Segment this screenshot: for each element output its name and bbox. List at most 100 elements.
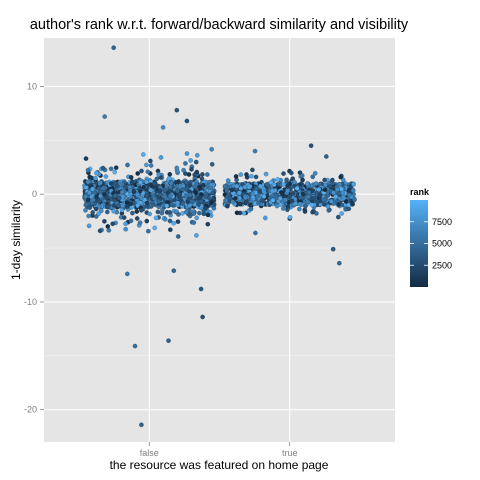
data-point: [90, 209, 96, 215]
data-point: [304, 199, 310, 204]
data-point: [191, 211, 197, 217]
data-point: [333, 194, 339, 200]
data-point: [289, 198, 295, 204]
data-point: [114, 183, 120, 189]
data-point: [252, 148, 258, 154]
data-point: [175, 219, 181, 225]
data-point: [200, 314, 206, 320]
data-point: [351, 181, 357, 187]
y-tick-label: 0: [32, 189, 37, 199]
data-point: [249, 167, 255, 173]
data-point: [128, 174, 134, 180]
data-point: [134, 216, 140, 221]
data-point: [174, 183, 180, 189]
data-point: [116, 203, 121, 209]
data-point: [327, 183, 333, 189]
data-point: [92, 201, 98, 206]
data-point: [246, 184, 252, 190]
data-point: [253, 185, 259, 191]
data-point: [139, 195, 144, 201]
data-point: [203, 205, 208, 211]
data-point: [141, 184, 147, 190]
data-point: [135, 192, 141, 197]
data-point: [285, 204, 291, 210]
data-point: [339, 211, 345, 216]
data-point: [322, 177, 328, 183]
data-point: [248, 173, 254, 179]
data-point: [102, 114, 108, 120]
data-point: [100, 185, 106, 191]
data-point: [143, 162, 149, 168]
data-point: [180, 201, 186, 206]
data-point: [208, 182, 214, 188]
data-point: [340, 190, 346, 196]
data-point: [210, 190, 216, 196]
data-point: [157, 188, 163, 194]
data-point: [93, 170, 99, 176]
data-point: [292, 179, 297, 185]
data-point: [340, 177, 346, 183]
data-point: [189, 166, 194, 172]
y-axis-ticks: -20 -10 0 10: [24, 81, 44, 415]
data-point: [281, 171, 286, 177]
data-point: [205, 212, 211, 218]
data-point: [334, 187, 340, 192]
data-point: [223, 198, 229, 204]
y-tick-label: 10: [27, 81, 37, 91]
y-axis-title: 1-day similarity: [9, 200, 23, 280]
data-point: [196, 210, 202, 216]
data-point: [311, 195, 317, 201]
data-point: [239, 181, 245, 187]
data-point: [108, 166, 114, 172]
data-point: [128, 201, 134, 207]
data-point: [138, 422, 144, 428]
data-point: [83, 156, 89, 162]
data-point: [93, 206, 99, 212]
data-point: [247, 202, 253, 208]
data-point: [222, 183, 228, 189]
data-point: [105, 223, 111, 229]
data-point: [129, 210, 135, 216]
data-point: [177, 192, 183, 197]
data-point: [153, 215, 159, 221]
data-point: [294, 185, 300, 191]
data-point: [175, 200, 181, 206]
data-point: [137, 200, 143, 206]
legend-tick-label: 5000: [432, 239, 452, 249]
data-point: [314, 199, 320, 205]
data-point: [131, 189, 137, 195]
data-point: [86, 213, 92, 219]
data-point: [234, 183, 240, 189]
legend-colorbar: [410, 200, 428, 287]
data-point: [174, 165, 180, 171]
data-point: [87, 205, 92, 210]
data-point: [305, 194, 311, 200]
data-point: [119, 189, 125, 195]
data-point: [167, 227, 173, 233]
y-tick-label: -20: [24, 405, 37, 415]
data-point: [166, 338, 171, 344]
data-point: [313, 181, 319, 187]
data-point: [144, 200, 150, 206]
data-point: [148, 187, 154, 193]
data-point: [234, 210, 240, 216]
data-point: [233, 173, 239, 179]
data-point: [316, 192, 322, 198]
data-point: [279, 190, 285, 196]
data-point: [232, 195, 238, 201]
data-point: [224, 203, 230, 209]
x-tick-label: false: [140, 448, 159, 458]
data-point: [132, 343, 138, 349]
data-point: [277, 195, 283, 201]
data-point: [269, 188, 275, 194]
data-point: [257, 183, 263, 189]
data-point: [183, 209, 189, 215]
data-point: [328, 198, 334, 204]
data-point: [128, 218, 134, 224]
data-point: [123, 221, 129, 227]
data-point: [312, 170, 318, 176]
data-point: [193, 190, 199, 196]
data-point: [244, 172, 249, 177]
data-point: [253, 174, 259, 180]
data-point: [162, 216, 168, 222]
